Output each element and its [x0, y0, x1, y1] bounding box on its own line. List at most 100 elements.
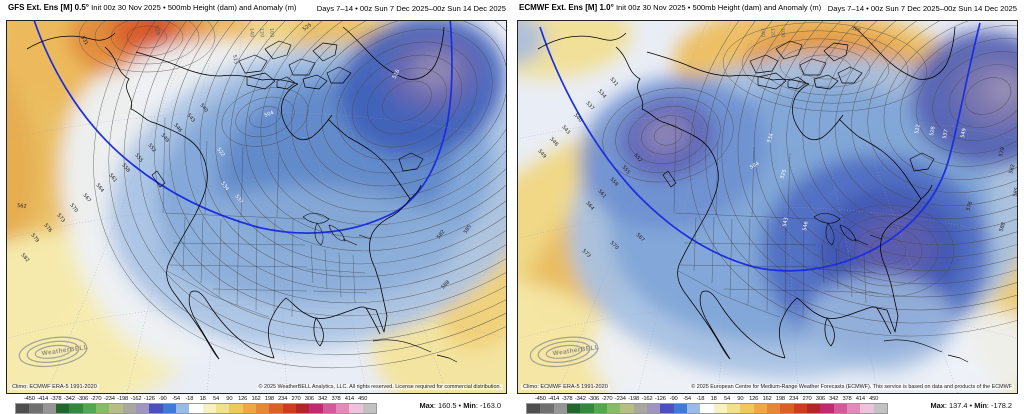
colorbar-segment: [860, 404, 874, 413]
gfs-map: 540 543 546 549 552 555 558 561 564 567 570 573 576 5…: [6, 20, 507, 394]
colorbar-segment: [295, 404, 310, 413]
colorbar-segment: [309, 404, 323, 413]
colorbar-segment: [527, 404, 541, 413]
contour-label: 534: [219, 181, 229, 192]
contour-label: 513: [231, 54, 239, 65]
colorbar-segment: [349, 404, 363, 413]
colorbar-segment: [740, 404, 754, 413]
colorbar-tick: 54: [723, 396, 731, 402]
colorbar-tick: 126: [749, 396, 759, 402]
max-label: Max: [930, 401, 945, 410]
colorbar-tick: 234: [789, 396, 799, 402]
colorbar-tick: 90: [226, 396, 233, 402]
colorbar-segment: [282, 404, 296, 413]
colorbar-segment: [362, 404, 376, 413]
colorbar-tick: 378: [331, 396, 341, 402]
colorbar-segment: [149, 404, 163, 413]
contour-label: 549: [960, 128, 968, 138]
colorbar-tick: 54: [212, 396, 220, 402]
colorbar-tick: 414: [855, 396, 865, 402]
contour-label: 549: [159, 133, 170, 144]
max-value: 137.4: [948, 401, 968, 410]
ecmwf-init-title: Init 00z 30 Nov 2025 • 500mb Height (dam…: [615, 3, 822, 12]
contour-label: 525: [779, 169, 788, 180]
colorbar-segment: [580, 404, 594, 413]
contour-label: 528: [153, 25, 161, 35]
contour-label: 504: [749, 161, 760, 171]
colorbar-segment: [95, 404, 110, 413]
contour-label: 100: [268, 28, 275, 38]
contour-label: 564: [94, 183, 105, 194]
colorbar-segment: [202, 404, 216, 413]
contour-label: 528: [850, 25, 861, 34]
contour-label: 588: [998, 222, 1007, 233]
gfs-title-row: GFS Ext. Ens [M] 0.5° Init 00z 30 Nov 20…: [8, 3, 507, 18]
colorbar-segment: [713, 404, 727, 413]
colorbar-segment: [269, 404, 283, 413]
gfs-model-title: GFS Ext. Ens [M] 0.5°: [8, 3, 89, 12]
colorbar-segment: [833, 404, 847, 413]
colorbar-tick: -306: [77, 396, 89, 402]
colorbar-tick: 342: [318, 396, 328, 402]
colorbar-segment: [820, 404, 834, 413]
colorbar-tick: -306: [588, 396, 600, 402]
contour-label: 531: [79, 35, 89, 46]
colorbar-segment: [646, 404, 661, 413]
contour-label: 588: [440, 279, 451, 290]
colorbar-segment: [806, 404, 821, 413]
gfs-colorbar-area: Max: 160.5 • Min: -163.0 -450 -414 -378 -34…: [6, 395, 507, 414]
contour-label: 140: [248, 28, 255, 38]
contour-label: 562: [17, 203, 27, 210]
contour-label: 546: [802, 221, 810, 231]
contour-label: 582: [20, 252, 31, 263]
contour-label: 516: [391, 69, 401, 80]
contour-label: 570: [68, 203, 79, 214]
colorbar-tick: -234: [103, 396, 115, 402]
contour-label: 558: [120, 163, 131, 174]
colorbar-tick: -126: [654, 396, 666, 402]
ecmwf-title-row: ECMWF Ext. Ens [M] 1.0° Init 00z 30 Nov …: [519, 3, 1018, 18]
contour-label: 555: [133, 153, 144, 164]
colorbar-segment: [566, 404, 581, 413]
colorbar-segment: [109, 404, 123, 413]
contour-label: 531: [608, 76, 619, 87]
colorbar-segment: [242, 404, 256, 413]
contour-label: 573: [581, 248, 592, 259]
colorbar-tick: 450: [869, 396, 879, 402]
colorbar-tick: 162: [251, 396, 261, 402]
colorbar-tick: 450: [358, 396, 368, 402]
colorbar-tick: -414: [548, 396, 560, 402]
colorbar-segment: [215, 404, 230, 413]
colorbar-tick: 234: [278, 396, 288, 402]
contour-label: 522: [914, 124, 922, 134]
contour-label: 543: [185, 113, 196, 124]
min-label: Min: [974, 401, 987, 410]
colorbar-tick: 378: [842, 396, 852, 402]
colorbar-tick: 342: [829, 396, 839, 402]
colorbar-segment: [633, 404, 647, 413]
contour-label: 120: [258, 28, 265, 38]
colorbar-segment: [16, 404, 30, 413]
contour-label: 549: [536, 148, 547, 159]
colorbar-tick: -270: [90, 396, 102, 402]
contour-label: 582: [436, 229, 447, 240]
colorbar-tick: -198: [628, 396, 640, 402]
colorbar-tick: -198: [117, 396, 129, 402]
colorbar-segment: [255, 404, 270, 413]
colorbar-segment: [753, 404, 767, 413]
contour-label: 537: [584, 100, 595, 111]
min-value: -178.2: [991, 401, 1012, 410]
colorbar-segment: [135, 404, 150, 413]
contour-label: 546: [548, 136, 559, 147]
max-value: 160.5: [437, 401, 457, 410]
contour-label: 543: [782, 217, 790, 227]
colorbar-tick: -450: [23, 396, 35, 402]
colorbar-segment: [593, 404, 607, 413]
colorbar-tick: 270: [291, 396, 301, 402]
contour-label: 534: [766, 133, 775, 144]
contour-label: 579: [29, 233, 40, 244]
colorbar-segment: [686, 404, 701, 413]
contour-label: 540: [198, 103, 209, 114]
colorbar-tick: 90: [737, 396, 744, 402]
gfs-copyright: © 2025 WeatherBELL Analytics, LLC. All r…: [256, 384, 503, 390]
